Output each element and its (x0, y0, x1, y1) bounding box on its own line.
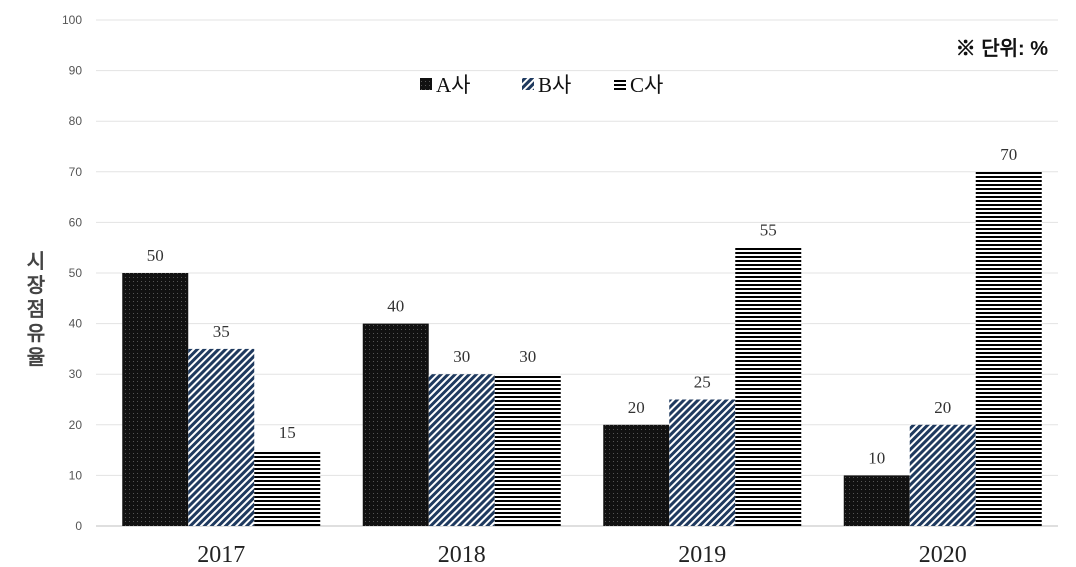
unit-note: ※ 단위: % (956, 37, 1049, 60)
legend-label: A사 (436, 73, 471, 97)
y-tick-label: 70 (69, 165, 83, 179)
bar-A사-2017 (122, 273, 189, 526)
x-category-label: 2017 (197, 542, 245, 567)
bar-C사-2017 (254, 450, 321, 526)
y-axis-label-char: 유 (27, 321, 45, 345)
bar-C사-2018 (494, 374, 561, 526)
bar-B사-2019 (669, 399, 736, 526)
y-axis-label-char: 장 (27, 273, 46, 297)
y-tick-label: 20 (69, 418, 83, 432)
bar-C사-2019 (735, 247, 802, 526)
legend-label: C사 (630, 73, 663, 97)
y-axis-ticks: 0 10 20 30 40 50 60 70 80 90 100 (62, 13, 82, 533)
data-label: 50 (147, 246, 164, 265)
data-label: 55 (760, 221, 777, 240)
legend-swatch (614, 78, 626, 90)
bar-C사-2020 (975, 171, 1042, 527)
y-axis-label-char: 율 (27, 345, 45, 369)
data-label: 35 (213, 322, 230, 341)
data-label: 15 (279, 423, 296, 442)
bar-A사-2020 (843, 475, 910, 526)
x-category-label: 2018 (438, 542, 486, 567)
bar-B사-2018 (428, 374, 495, 526)
legend-swatch (522, 78, 534, 90)
y-tick-label: 50 (69, 266, 83, 280)
legend-label: B사 (538, 73, 571, 97)
data-label: 70 (1000, 145, 1017, 164)
y-tick-label: 90 (69, 64, 83, 78)
y-axis-label-char: 점 (27, 297, 45, 321)
legend: A사 B사 C사 (420, 73, 663, 97)
x-axis-categories: 2017 2018 2019 2020 (197, 542, 967, 567)
y-tick-label: 40 (69, 317, 83, 331)
data-label: 30 (519, 347, 536, 366)
x-category-label: 2019 (678, 542, 726, 567)
y-tick-label: 60 (69, 215, 83, 229)
y-axis-label-char: 시 (27, 249, 45, 273)
data-label: 40 (387, 297, 404, 316)
data-labels: 50 35 15 40 30 30 20 25 55 10 20 70 (147, 145, 1018, 468)
legend-swatch (420, 78, 432, 90)
x-category-label: 2020 (919, 542, 967, 567)
bars (122, 171, 1042, 527)
y-tick-label: 80 (69, 114, 83, 128)
y-tick-label: 30 (69, 367, 83, 381)
data-label: 20 (934, 398, 951, 417)
bar-B사-2020 (909, 424, 976, 526)
data-label: 20 (628, 398, 645, 417)
bar-A사-2019 (603, 424, 670, 526)
y-tick-label: 100 (62, 13, 82, 27)
bar-B사-2017 (188, 348, 255, 526)
bar-A사-2018 (362, 323, 429, 526)
data-label: 10 (868, 448, 885, 467)
data-label: 25 (694, 373, 711, 392)
data-label: 30 (453, 347, 470, 366)
y-tick-label: 0 (75, 519, 82, 533)
y-tick-label: 10 (69, 468, 83, 482)
